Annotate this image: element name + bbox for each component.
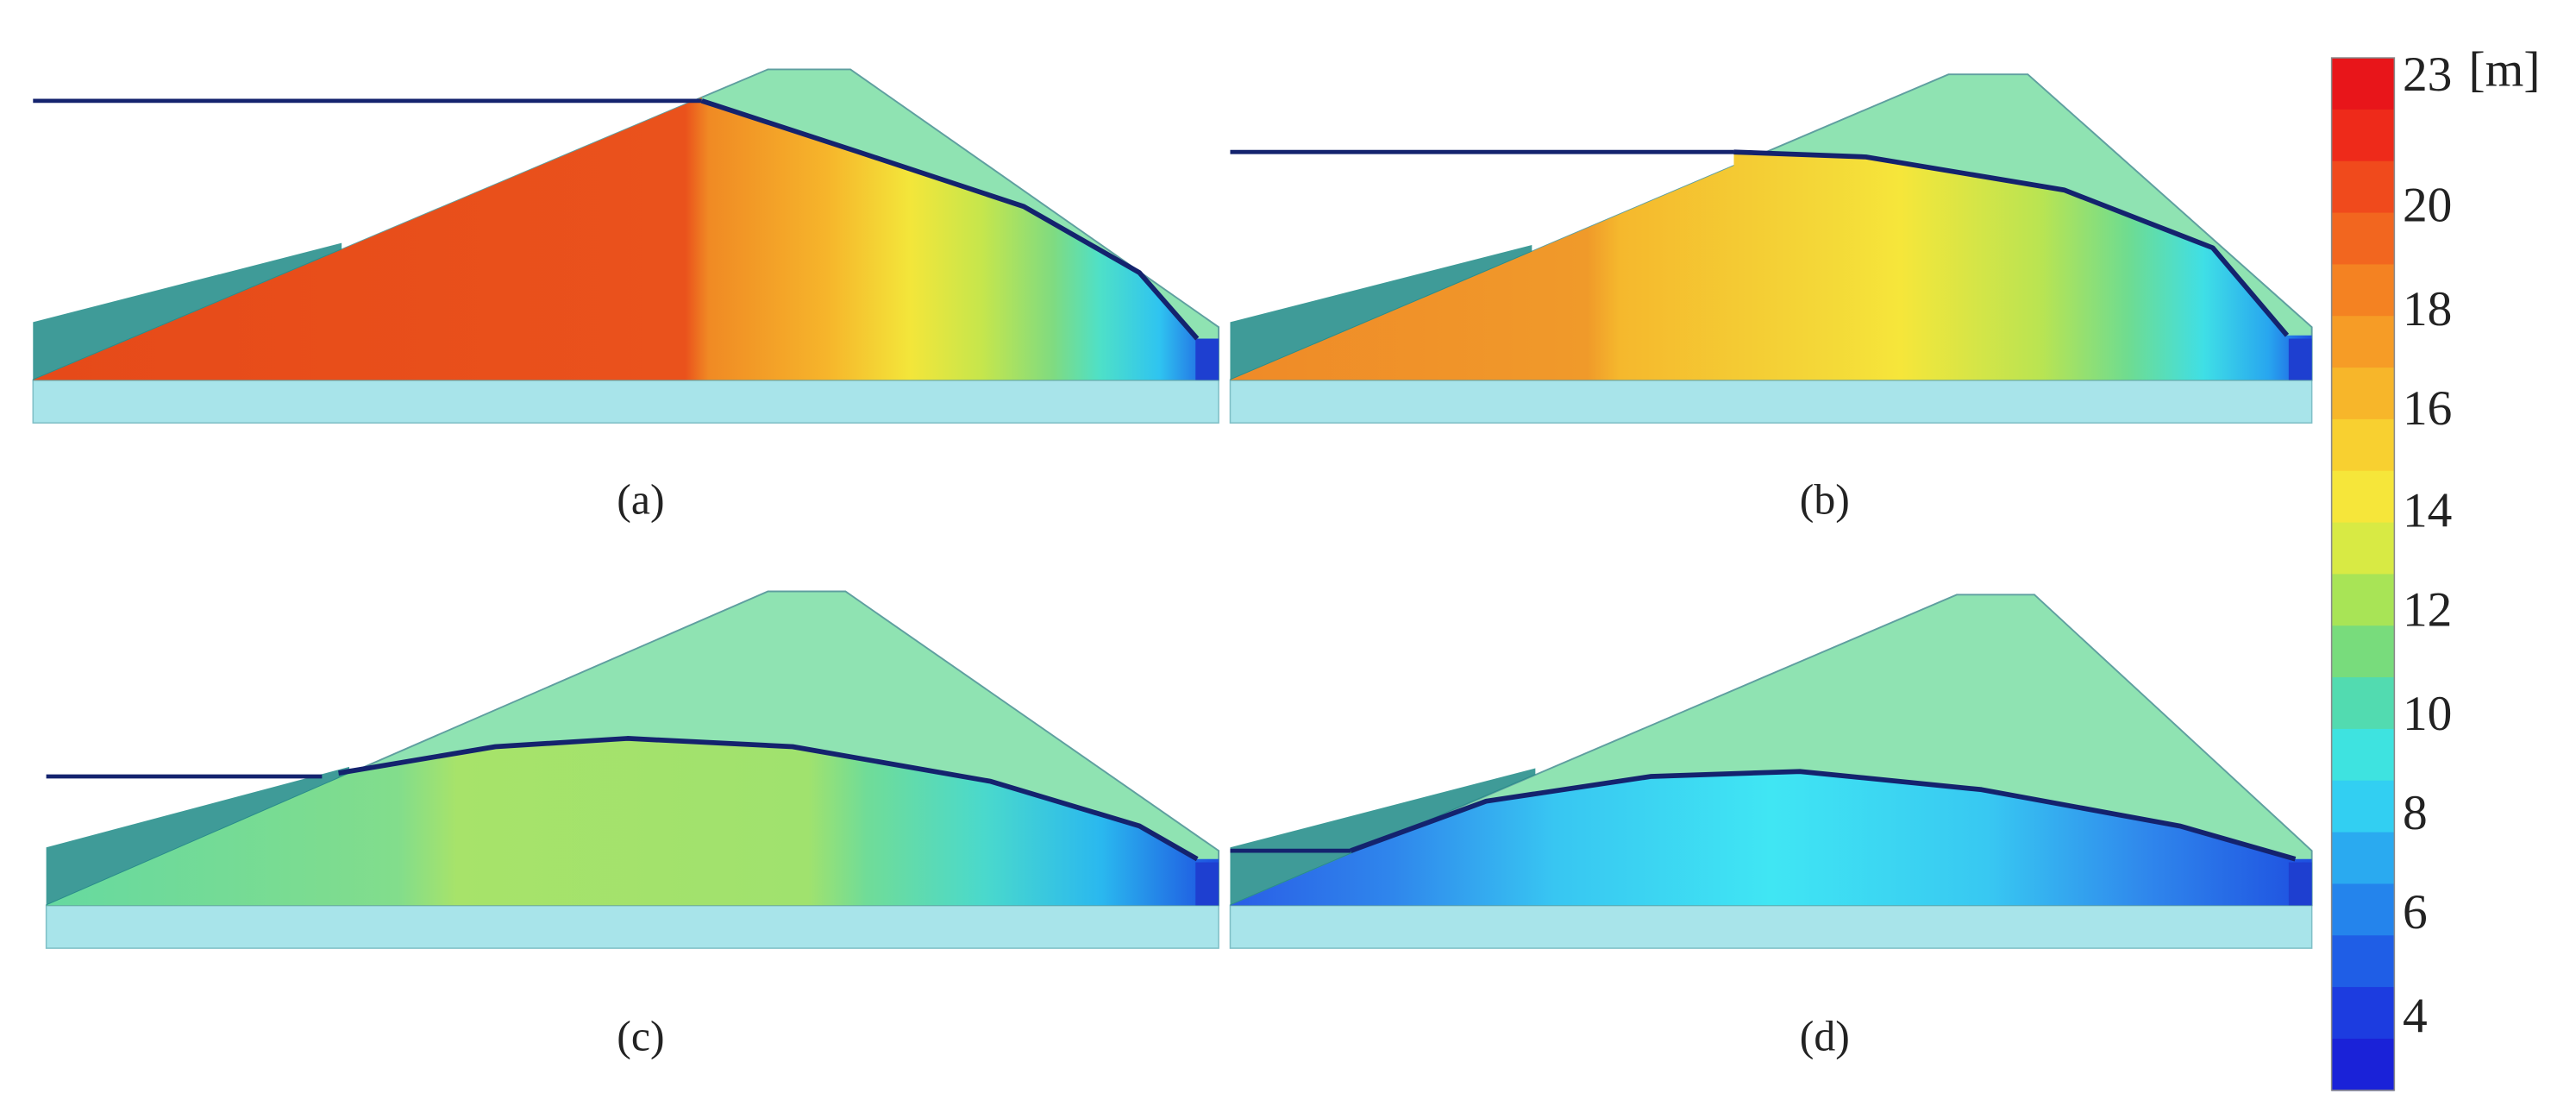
colorbar-band bbox=[2331, 987, 2395, 1040]
riprap bbox=[1230, 244, 1532, 380]
colorbar-label: 16 bbox=[2403, 381, 2452, 436]
panel: (d) bbox=[1229, 594, 2313, 1060]
colorbar-band bbox=[2331, 780, 2395, 833]
colorbar: 23 20 18 16 14 12 10 8 6 4 [m] bbox=[2330, 42, 2541, 1091]
colorbar-band bbox=[2331, 264, 2395, 317]
colorbar-label: 10 bbox=[2403, 687, 2452, 741]
colorbar-band bbox=[2331, 418, 2395, 472]
colorbar-label: 14 bbox=[2403, 484, 2452, 538]
colorbar-frame bbox=[2330, 57, 2396, 1091]
riprap bbox=[33, 242, 342, 380]
saturated-zone bbox=[1230, 771, 2312, 906]
colorbar-band bbox=[2331, 470, 2395, 524]
colorbar-band bbox=[2331, 625, 2395, 679]
colorbar-label: 20 bbox=[2403, 178, 2452, 232]
colorbar-band bbox=[2331, 677, 2395, 730]
riprap bbox=[46, 766, 350, 906]
toe-drain bbox=[2288, 862, 2312, 906]
colorbar-band bbox=[2331, 522, 2395, 575]
colorbar-band bbox=[2331, 935, 2395, 989]
foundation bbox=[1229, 904, 2313, 949]
colorbar-label: 18 bbox=[2403, 282, 2452, 336]
saturated-zone bbox=[46, 738, 1219, 906]
panel-label: (c) bbox=[617, 1013, 664, 1060]
toe-drain bbox=[2288, 338, 2312, 380]
foundation bbox=[1229, 379, 2313, 424]
panel-label: (a) bbox=[617, 475, 664, 523]
phreatic-line bbox=[1350, 769, 2297, 862]
colorbar-label: 6 bbox=[2403, 885, 2428, 939]
colorbar-label: 23 bbox=[2403, 47, 2452, 102]
foundation bbox=[32, 379, 1219, 424]
colorbar-band bbox=[2331, 883, 2395, 937]
colorbar-band bbox=[2331, 574, 2395, 627]
panel: (c) bbox=[45, 590, 1220, 1060]
colorbar-band bbox=[2331, 316, 2395, 369]
colorbar-band bbox=[2331, 832, 2395, 885]
colorbar-band bbox=[2331, 109, 2395, 162]
panel-label: (b) bbox=[1800, 475, 1850, 523]
colorbar-band bbox=[2331, 368, 2395, 420]
colorbar-band bbox=[2331, 1038, 2395, 1091]
phreatic-line bbox=[700, 98, 1200, 341]
colorbar-band bbox=[2331, 160, 2395, 214]
toe-drain bbox=[1195, 862, 1219, 906]
panel-label: (d) bbox=[1800, 1013, 1850, 1060]
colorbar-label: 8 bbox=[2403, 786, 2428, 840]
saturated-zone bbox=[33, 97, 1219, 380]
colorbar-unit: [m] bbox=[2469, 42, 2541, 97]
colorbar-label: 12 bbox=[2403, 583, 2452, 638]
colorbar-label: 4 bbox=[2403, 990, 2428, 1044]
saturated-zone bbox=[1230, 152, 2312, 380]
panel: (b) bbox=[1229, 73, 2313, 523]
phreatic-line bbox=[1733, 149, 2290, 337]
foundation bbox=[45, 904, 1219, 949]
colorbar-band bbox=[2331, 728, 2395, 782]
colorbar-band bbox=[2331, 58, 2395, 110]
phreatic-line bbox=[338, 736, 1199, 862]
panel: (a) bbox=[32, 68, 1220, 523]
colorbar-band bbox=[2331, 212, 2395, 266]
toe-drain bbox=[1195, 338, 1219, 380]
